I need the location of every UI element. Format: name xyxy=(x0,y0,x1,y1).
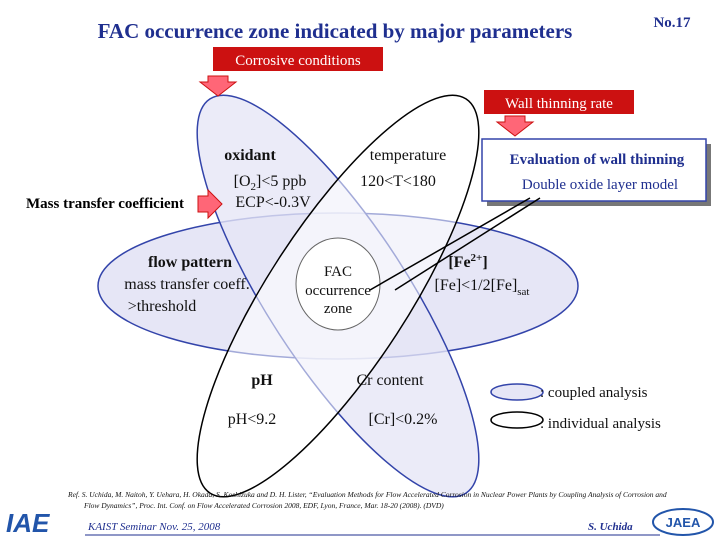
arrow xyxy=(198,75,238,97)
mass-transfer-label: Mass transfer coefficient xyxy=(26,196,184,212)
arrow xyxy=(197,188,223,220)
legend-swatch-individual xyxy=(490,411,544,429)
chromium-name: Cr content xyxy=(356,372,424,389)
iron-name: [Fe2+] xyxy=(448,252,487,271)
evaluation-model: Double oxide layer model xyxy=(522,177,678,193)
ph-name: pH xyxy=(251,372,273,389)
text: [Fe xyxy=(448,254,470,271)
center-text: FAC xyxy=(324,264,352,280)
superscript: 2+ xyxy=(471,252,483,264)
flow-cond: mass transfer coeff. xyxy=(124,276,249,293)
wall-thinning-label: Wall thinning rate xyxy=(505,96,613,112)
corrosive-label-box xyxy=(213,47,383,71)
text: ] xyxy=(482,254,487,271)
legend-coupled: : coupled analysis xyxy=(540,385,648,401)
logo-ring xyxy=(652,508,714,536)
text: [Fe]<1/2[Fe] xyxy=(434,277,517,294)
legend-swatch-coupled xyxy=(490,383,544,401)
iron-cond: [Fe]<1/2[Fe]sat xyxy=(434,277,529,298)
oxidant-name: oxidant xyxy=(224,147,276,164)
legend-individual: : individual analysis xyxy=(540,416,661,432)
footer-author: S. Uchida xyxy=(588,521,633,533)
temperature-cond: 120<T<180 xyxy=(360,173,436,190)
temperature-name: temperature xyxy=(370,147,446,164)
text: [O xyxy=(234,173,251,190)
reference: Ref. S. Uchida, M. Naitoh, Y. Uehara, H.… xyxy=(67,490,667,499)
wall-thinning-label-box xyxy=(484,90,634,114)
connector xyxy=(394,197,541,291)
slide-title: FAC occurrence zone indicated by major p… xyxy=(98,19,573,43)
chromium-cond: [Cr]<0.2% xyxy=(368,411,437,428)
footer-event: KAIST Seminar Nov. 25, 2008 xyxy=(87,521,221,533)
subscript: sat xyxy=(517,286,529,298)
center-text: occurrence xyxy=(305,283,371,299)
center-text: zone xyxy=(324,301,353,317)
oxidant-cond: [O2]<5 ppb xyxy=(234,173,307,193)
corrosive-label: Corrosive conditions xyxy=(235,53,361,69)
evaluation-box xyxy=(481,138,707,202)
logo-left: IAE xyxy=(6,508,50,538)
text: ]<5 ppb xyxy=(256,173,306,190)
flow-threshold: >threshold xyxy=(128,298,197,315)
logo-right: JAEA xyxy=(666,515,701,530)
oxidant-ecp: ECP<-0.3V xyxy=(235,194,311,211)
subscript: 2 xyxy=(251,181,257,193)
slide-number: No.17 xyxy=(653,15,691,31)
evaluation-title: Evaluation of wall thinning xyxy=(510,152,685,168)
flow-name: flow pattern xyxy=(148,254,232,271)
reference: Flow Dynamics”, Proc. Int. Conf. on Flow… xyxy=(83,501,444,510)
arrow xyxy=(495,115,535,137)
connector xyxy=(369,197,531,291)
ph-cond: pH<9.2 xyxy=(228,411,277,428)
